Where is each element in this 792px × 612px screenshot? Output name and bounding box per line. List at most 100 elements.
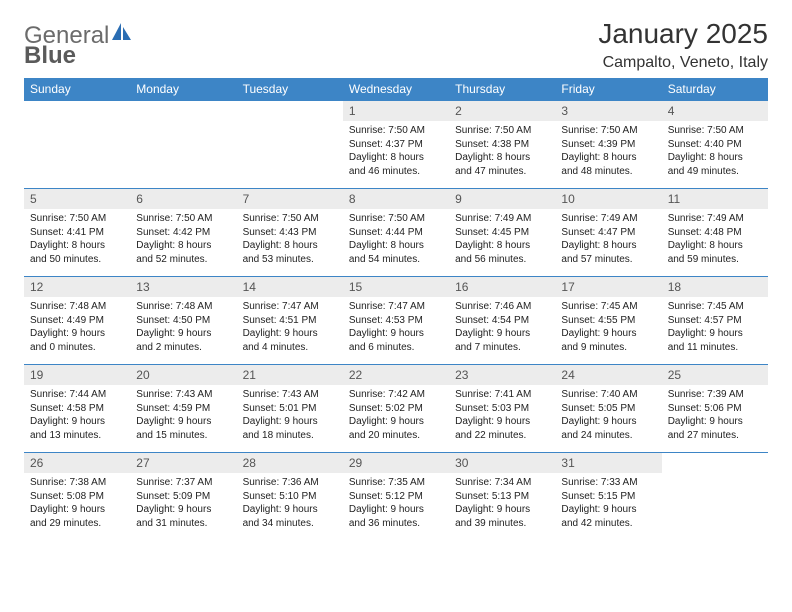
sunrise-text: Sunrise: 7:50 AM xyxy=(455,124,549,138)
sunset-text: Sunset: 4:49 PM xyxy=(30,314,124,328)
calendar-day-cell: 17Sunrise: 7:45 AMSunset: 4:55 PMDayligh… xyxy=(555,277,661,365)
daylight-line2: and 52 minutes. xyxy=(136,253,230,267)
calendar-week-row: 5Sunrise: 7:50 AMSunset: 4:41 PMDaylight… xyxy=(24,189,768,277)
daylight-line1: Daylight: 9 hours xyxy=(455,415,549,429)
daylight-line1: Daylight: 9 hours xyxy=(561,503,655,517)
daylight-line2: and 13 minutes. xyxy=(30,429,124,443)
calendar-day-cell: 24Sunrise: 7:40 AMSunset: 5:05 PMDayligh… xyxy=(555,365,661,453)
sunrise-text: Sunrise: 7:45 AM xyxy=(561,300,655,314)
sunset-text: Sunset: 5:05 PM xyxy=(561,402,655,416)
daylight-line2: and 54 minutes. xyxy=(349,253,443,267)
calendar-day-cell xyxy=(662,453,768,541)
daylight-line2: and 36 minutes. xyxy=(349,517,443,531)
day-number: 29 xyxy=(343,453,449,473)
month-title: January 2025 xyxy=(598,18,768,50)
day-number: 12 xyxy=(24,277,130,297)
day-details: Sunrise: 7:48 AMSunset: 4:50 PMDaylight:… xyxy=(130,297,236,358)
day-number: 16 xyxy=(449,277,555,297)
day-number: 27 xyxy=(130,453,236,473)
day-number: 14 xyxy=(237,277,343,297)
sunrise-text: Sunrise: 7:39 AM xyxy=(668,388,762,402)
daylight-line1: Daylight: 9 hours xyxy=(136,327,230,341)
day-details: Sunrise: 7:49 AMSunset: 4:47 PMDaylight:… xyxy=(555,209,661,270)
daylight-line1: Daylight: 9 hours xyxy=(243,327,337,341)
weekday-header: Friday xyxy=(555,78,661,101)
day-number: 26 xyxy=(24,453,130,473)
sunrise-text: Sunrise: 7:50 AM xyxy=(668,124,762,138)
day-number: 18 xyxy=(662,277,768,297)
day-number: 15 xyxy=(343,277,449,297)
daylight-line1: Daylight: 9 hours xyxy=(668,415,762,429)
sunset-text: Sunset: 4:39 PM xyxy=(561,138,655,152)
day-details: Sunrise: 7:50 AMSunset: 4:41 PMDaylight:… xyxy=(24,209,130,270)
day-details: Sunrise: 7:39 AMSunset: 5:06 PMDaylight:… xyxy=(662,385,768,446)
daylight-line1: Daylight: 8 hours xyxy=(243,239,337,253)
day-details: Sunrise: 7:46 AMSunset: 4:54 PMDaylight:… xyxy=(449,297,555,358)
sunset-text: Sunset: 4:55 PM xyxy=(561,314,655,328)
day-details: Sunrise: 7:36 AMSunset: 5:10 PMDaylight:… xyxy=(237,473,343,534)
daylight-line2: and 59 minutes. xyxy=(668,253,762,267)
day-details: Sunrise: 7:40 AMSunset: 5:05 PMDaylight:… xyxy=(555,385,661,446)
sail-icon xyxy=(111,22,133,42)
day-number: 22 xyxy=(343,365,449,385)
sunrise-text: Sunrise: 7:49 AM xyxy=(668,212,762,226)
calendar-day-cell: 15Sunrise: 7:47 AMSunset: 4:53 PMDayligh… xyxy=(343,277,449,365)
daylight-line2: and 50 minutes. xyxy=(30,253,124,267)
weekday-header: Saturday xyxy=(662,78,768,101)
daylight-line2: and 18 minutes. xyxy=(243,429,337,443)
daylight-line1: Daylight: 8 hours xyxy=(561,151,655,165)
calendar-day-cell: 9Sunrise: 7:49 AMSunset: 4:45 PMDaylight… xyxy=(449,189,555,277)
sunset-text: Sunset: 5:01 PM xyxy=(243,402,337,416)
sunset-text: Sunset: 5:15 PM xyxy=(561,490,655,504)
calendar-day-cell: 23Sunrise: 7:41 AMSunset: 5:03 PMDayligh… xyxy=(449,365,555,453)
sunset-text: Sunset: 5:13 PM xyxy=(455,490,549,504)
calendar-day-cell: 12Sunrise: 7:48 AMSunset: 4:49 PMDayligh… xyxy=(24,277,130,365)
calendar-day-cell: 11Sunrise: 7:49 AMSunset: 4:48 PMDayligh… xyxy=(662,189,768,277)
day-details: Sunrise: 7:50 AMSunset: 4:39 PMDaylight:… xyxy=(555,121,661,182)
daylight-line1: Daylight: 8 hours xyxy=(668,239,762,253)
daylight-line2: and 4 minutes. xyxy=(243,341,337,355)
sunset-text: Sunset: 4:40 PM xyxy=(668,138,762,152)
day-details: Sunrise: 7:42 AMSunset: 5:02 PMDaylight:… xyxy=(343,385,449,446)
brand-part2: Blue xyxy=(24,42,76,70)
day-number: 4 xyxy=(662,101,768,121)
sunrise-text: Sunrise: 7:43 AM xyxy=(243,388,337,402)
daylight-line1: Daylight: 9 hours xyxy=(668,327,762,341)
day-details: Sunrise: 7:49 AMSunset: 4:45 PMDaylight:… xyxy=(449,209,555,270)
day-details: Sunrise: 7:50 AMSunset: 4:38 PMDaylight:… xyxy=(449,121,555,182)
sunrise-text: Sunrise: 7:36 AM xyxy=(243,476,337,490)
sunrise-text: Sunrise: 7:42 AM xyxy=(349,388,443,402)
day-details: Sunrise: 7:50 AMSunset: 4:40 PMDaylight:… xyxy=(662,121,768,182)
sunrise-text: Sunrise: 7:49 AM xyxy=(455,212,549,226)
daylight-line1: Daylight: 9 hours xyxy=(455,503,549,517)
sunrise-text: Sunrise: 7:37 AM xyxy=(136,476,230,490)
sunset-text: Sunset: 4:48 PM xyxy=(668,226,762,240)
day-details: Sunrise: 7:50 AMSunset: 4:37 PMDaylight:… xyxy=(343,121,449,182)
daylight-line1: Daylight: 9 hours xyxy=(30,327,124,341)
day-details: Sunrise: 7:45 AMSunset: 4:55 PMDaylight:… xyxy=(555,297,661,358)
calendar-day-cell: 10Sunrise: 7:49 AMSunset: 4:47 PMDayligh… xyxy=(555,189,661,277)
sunrise-text: Sunrise: 7:50 AM xyxy=(561,124,655,138)
day-number: 31 xyxy=(555,453,661,473)
sunrise-text: Sunrise: 7:49 AM xyxy=(561,212,655,226)
calendar-day-cell: 3Sunrise: 7:50 AMSunset: 4:39 PMDaylight… xyxy=(555,101,661,189)
sunset-text: Sunset: 4:42 PM xyxy=(136,226,230,240)
daylight-line1: Daylight: 8 hours xyxy=(561,239,655,253)
daylight-line1: Daylight: 9 hours xyxy=(561,415,655,429)
calendar-day-cell: 4Sunrise: 7:50 AMSunset: 4:40 PMDaylight… xyxy=(662,101,768,189)
day-number: 24 xyxy=(555,365,661,385)
sunset-text: Sunset: 4:41 PM xyxy=(30,226,124,240)
daylight-line1: Daylight: 9 hours xyxy=(243,415,337,429)
daylight-line1: Daylight: 9 hours xyxy=(349,327,443,341)
daylight-line2: and 42 minutes. xyxy=(561,517,655,531)
sunrise-text: Sunrise: 7:50 AM xyxy=(136,212,230,226)
sunset-text: Sunset: 4:57 PM xyxy=(668,314,762,328)
daylight-line2: and 15 minutes. xyxy=(136,429,230,443)
daylight-line1: Daylight: 9 hours xyxy=(136,415,230,429)
day-number: 13 xyxy=(130,277,236,297)
day-number: 8 xyxy=(343,189,449,209)
daylight-line2: and 46 minutes. xyxy=(349,165,443,179)
day-number: 9 xyxy=(449,189,555,209)
daylight-line1: Daylight: 9 hours xyxy=(30,415,124,429)
calendar-table: SundayMondayTuesdayWednesdayThursdayFrid… xyxy=(24,78,768,541)
